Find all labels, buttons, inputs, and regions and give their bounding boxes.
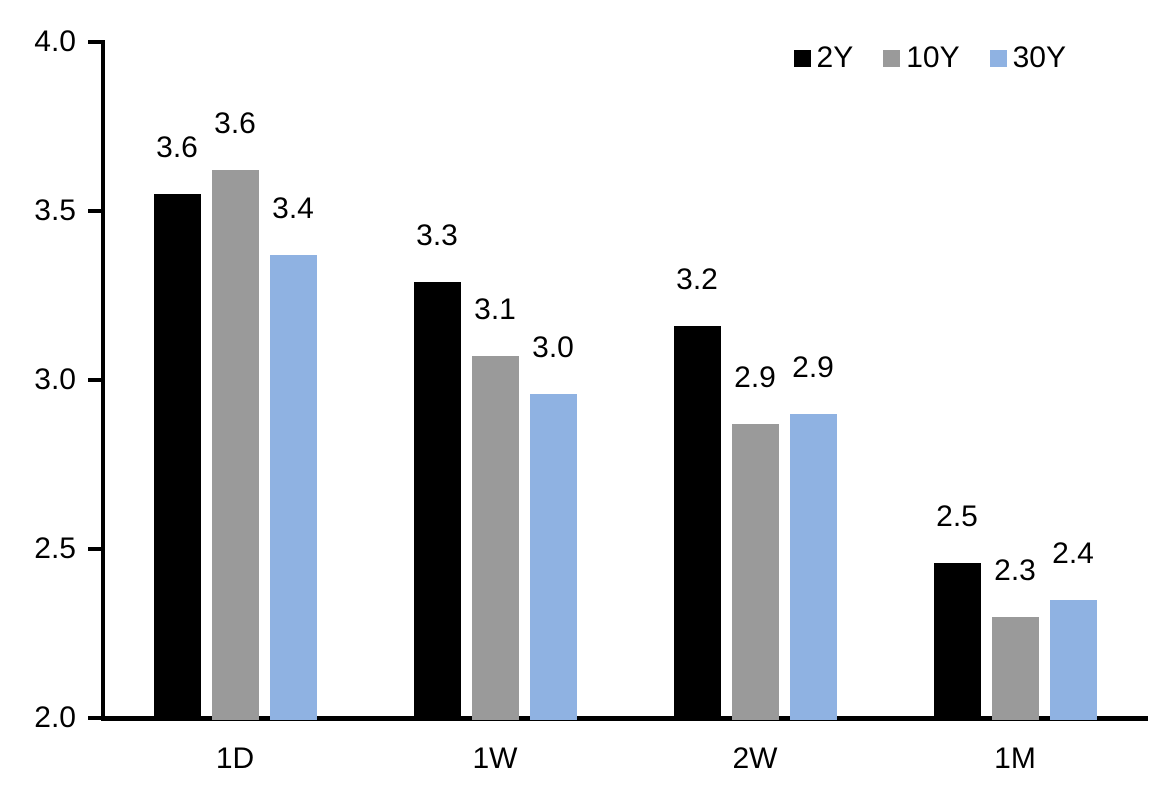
bar-30y-1m — [1049, 599, 1097, 720]
bar-value-label-30y-1d: 3.4 — [272, 191, 314, 225]
bar-value-label-30y-1w: 3.0 — [532, 330, 574, 364]
bar-2y-1w — [413, 281, 461, 720]
legend-swatch-icon-2y — [793, 49, 811, 67]
y-axis-tick-4.0 — [88, 40, 102, 44]
bar-value-label-30y-1m: 2.4 — [1052, 536, 1094, 570]
bar-value-label-2y-2w: 3.2 — [676, 262, 718, 296]
x-axis-label-1m: 1M — [994, 742, 1036, 775]
x-axis-label-1w: 1W — [472, 742, 518, 775]
bar-2y-1m — [933, 562, 981, 720]
bar-value-label-30y-2w: 2.9 — [792, 350, 834, 384]
bar-value-label-2y-1d: 3.6 — [156, 131, 198, 165]
bar-2y-2w — [673, 325, 721, 720]
bar-value-label-10y-1w: 3.1 — [474, 293, 516, 327]
legend-item-2y: 2Y — [793, 41, 854, 75]
legend-label-2y: 2Y — [816, 41, 854, 74]
y-axis-label-4.0: 4.0 — [34, 25, 76, 58]
y-axis-tick-2.0 — [88, 716, 102, 720]
y-axis-label-3.5: 3.5 — [34, 194, 76, 227]
y-axis-tick-3.0 — [88, 378, 102, 382]
legend: 2Y 10Y 30Y — [793, 41, 1066, 75]
legend-swatch-icon-10y — [883, 49, 901, 67]
bar-value-label-2y-1m: 2.5 — [936, 499, 978, 533]
y-axis-tick-3.5 — [88, 209, 102, 213]
bar-10y-2w — [731, 423, 779, 720]
y-axis-label-2.5: 2.5 — [34, 532, 76, 565]
y-axis-label-3.0: 3.0 — [34, 363, 76, 396]
bar-2y-1d — [153, 194, 201, 720]
y-axis-label-2.0: 2.0 — [34, 701, 76, 734]
legend-label-10y: 10Y — [906, 41, 960, 74]
x-axis-label-1d: 1D — [215, 742, 255, 775]
legend-swatch-icon-30y — [989, 49, 1007, 67]
y-axis-line — [101, 40, 105, 721]
bar-30y-1w — [529, 393, 577, 720]
x-axis-label-2w: 2W — [732, 742, 778, 775]
bar-value-label-10y-1m: 2.3 — [994, 553, 1036, 587]
x-axis-line — [101, 716, 1148, 721]
legend-label-30y: 30Y — [1012, 41, 1066, 74]
legend-item-30y: 30Y — [989, 41, 1066, 75]
y-axis-tick-2.5 — [88, 547, 102, 551]
bar-10y-1w — [471, 356, 519, 720]
legend-item-10y: 10Y — [883, 41, 960, 75]
bar-30y-2w — [789, 413, 837, 720]
bar-30y-1d — [269, 254, 317, 720]
bar-value-label-2y-1w: 3.3 — [416, 218, 458, 252]
bar-10y-1d — [211, 170, 259, 720]
bar-value-label-10y-1d: 3.6 — [214, 107, 256, 141]
bar-10y-1m — [991, 616, 1039, 720]
bar-value-label-10y-2w: 2.9 — [734, 360, 776, 394]
